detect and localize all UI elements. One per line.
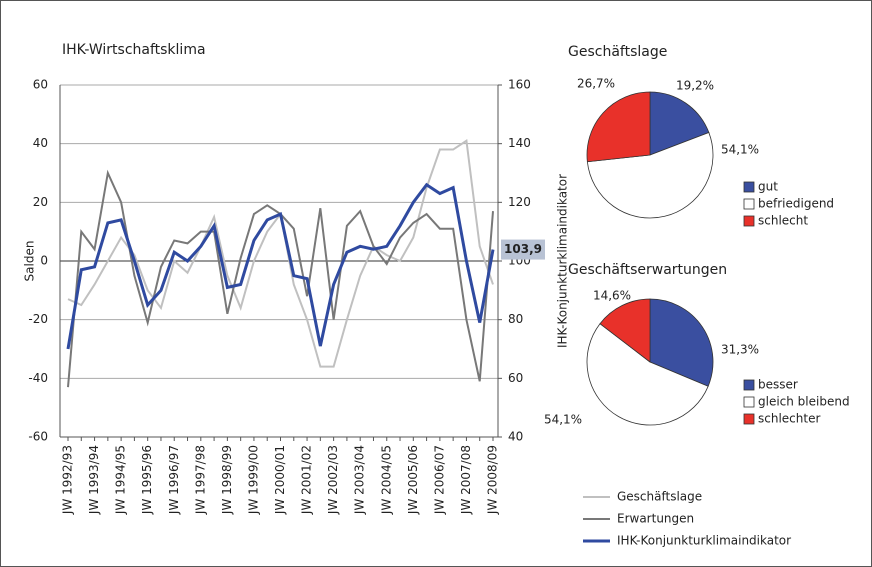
legend-label: gut [758, 180, 778, 194]
pie-title: Geschäftslage [568, 44, 667, 60]
pie-label: 54,1% [544, 413, 582, 427]
x-tick-label: JW 1995/96 [140, 445, 154, 515]
value-label: 103,9 [504, 242, 542, 256]
legend-label: befriedigend [758, 197, 834, 211]
x-tick-label: JW 1996/97 [167, 445, 181, 515]
legend-label: schlechter [758, 412, 820, 426]
y2-tick-label: 140 [508, 136, 531, 150]
pie-title: Geschäftserwartungen [568, 262, 727, 278]
y-tick-label: -40 [28, 371, 48, 385]
legend-swatch [743, 379, 755, 391]
y2-axis-label: IHK-Konjunkturklimaindikator [556, 174, 570, 348]
legend-swatch [743, 396, 755, 408]
x-tick-label: JW 1994/95 [114, 445, 128, 515]
x-tick-label: JW 2000/01 [273, 445, 287, 515]
y-axis-label: Salden [23, 241, 37, 282]
y2-tick-label: 160 [508, 78, 531, 92]
pie-slice [586, 132, 714, 219]
legend-label: Erwartungen [617, 512, 694, 526]
pie-slice [599, 298, 651, 363]
y2-tick-label: 80 [508, 312, 523, 326]
y-tick-label: 60 [33, 78, 48, 92]
series-line [66, 182, 495, 350]
y-tick-label: 0 [40, 254, 48, 268]
pie-slice [586, 91, 651, 163]
legend-label: Geschäftslage [617, 490, 702, 504]
x-tick-label: JW 2006/07 [432, 445, 446, 515]
value-label-box [501, 239, 545, 260]
y-tick-label: 20 [33, 195, 48, 209]
y2-tick-label: 40 [508, 430, 523, 444]
x-tick-label: JW 2007/08 [459, 445, 473, 515]
x-tick-label: JW 2002/03 [326, 445, 340, 515]
pie-label: 31,3% [721, 343, 759, 357]
legend-swatch [743, 215, 755, 227]
x-tick-label: JW 1999/00 [246, 445, 260, 515]
pie-label: 14,6% [593, 289, 631, 303]
y-tick-label: 40 [33, 136, 48, 150]
pie-slice [649, 91, 710, 156]
pie-slice [649, 298, 714, 387]
legend-swatch [743, 413, 755, 425]
x-tick-label: JW 2004/05 [379, 445, 393, 515]
pie-label: 26,7% [577, 77, 615, 91]
x-tick-label: JW 1992/93 [61, 445, 75, 515]
legend-label: IHK-Konjunkturklimaindikator [617, 534, 791, 548]
chart-title: IHK-Wirtschaftsklima [62, 42, 206, 58]
x-tick-label: JW 1993/94 [87, 445, 101, 515]
x-tick-label: JW 2003/04 [353, 445, 367, 515]
x-tick-label: JW 2001/02 [300, 445, 314, 515]
x-tick-label: JW 2008/09 [486, 445, 500, 515]
x-tick-label: JW 1997/98 [193, 445, 207, 515]
x-tick-label: JW 1998/99 [220, 445, 234, 515]
legend-label: besser [758, 378, 798, 392]
pie-label: 19,2% [676, 79, 714, 93]
y2-tick-label: 120 [508, 195, 531, 209]
pie-slice [586, 323, 709, 426]
pie-label: 54,1% [721, 143, 759, 157]
legend-label: schlecht [758, 214, 808, 228]
legend-swatch [743, 198, 755, 210]
legend-label: gleich bleibend [758, 395, 850, 409]
y2-tick-label: 60 [508, 371, 523, 385]
y-tick-label: -20 [28, 312, 48, 326]
legend-swatch [743, 181, 755, 193]
y-tick-label: -60 [28, 430, 48, 444]
x-tick-label: JW 2005/06 [406, 445, 420, 515]
